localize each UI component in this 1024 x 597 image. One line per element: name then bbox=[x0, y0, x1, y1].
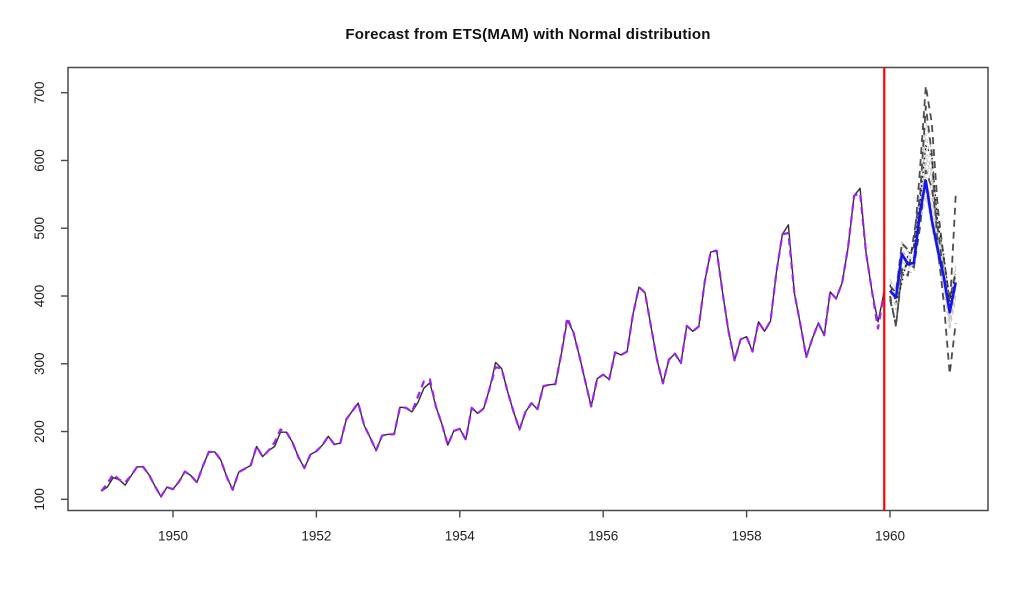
series-sim-path-light-5 bbox=[889, 132, 957, 314]
x-tick-label: 1950 bbox=[158, 529, 188, 544]
y-tick-label: 300 bbox=[32, 353, 47, 376]
x-tick-label: 1960 bbox=[875, 529, 905, 544]
series-sim-path-dark-2 bbox=[889, 105, 957, 375]
y-tick-label: 600 bbox=[32, 149, 47, 172]
series-sim-path-light-9 bbox=[889, 166, 957, 319]
x-tick-label: 1954 bbox=[445, 529, 476, 544]
y-tick-label: 100 bbox=[32, 488, 47, 511]
series-observed bbox=[100, 187, 885, 498]
x-tick-label: 1958 bbox=[732, 529, 762, 544]
y-tick-label: 500 bbox=[32, 217, 47, 240]
y-tick-label: 700 bbox=[32, 81, 47, 104]
series-fitted bbox=[100, 191, 886, 498]
series-sim-path-dark-1 bbox=[889, 85, 957, 301]
x-tick-label: 1952 bbox=[301, 529, 331, 544]
plot-box bbox=[67, 66, 989, 512]
y-tick-label: 400 bbox=[32, 285, 47, 308]
y-tick-label: 200 bbox=[32, 420, 47, 443]
series-forecast-mean bbox=[889, 179, 957, 314]
chart-title: Forecast from ETS(MAM) with Normal distr… bbox=[345, 26, 711, 43]
x-tick-label: 1956 bbox=[588, 529, 618, 544]
